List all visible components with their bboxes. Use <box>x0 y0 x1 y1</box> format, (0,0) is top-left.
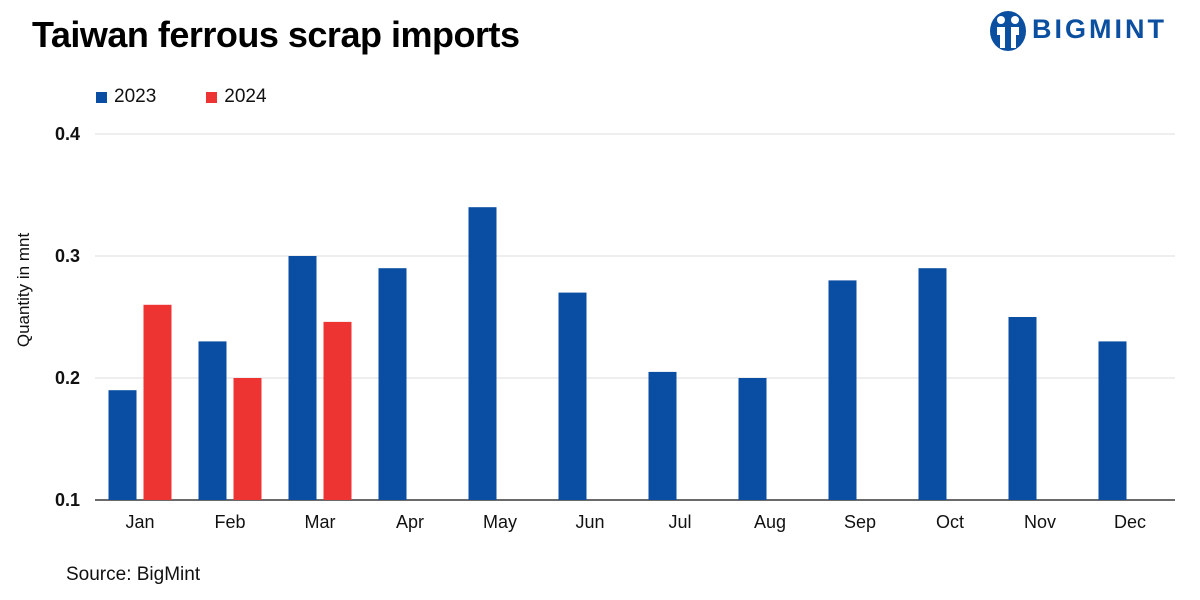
bar-2023-jun <box>558 292 587 500</box>
bar-2023-jan <box>108 390 137 500</box>
legend-swatch-2024 <box>206 91 218 103</box>
y-tick-label: 0.2 <box>55 368 80 388</box>
x-tick-label: Jul <box>668 512 691 532</box>
x-tick-label: Apr <box>396 512 424 532</box>
bar-2023-jul <box>648 371 677 500</box>
bar-2023-nov <box>1008 317 1037 500</box>
y-tick-label: 0.3 <box>55 246 80 266</box>
x-tick-label: Mar <box>305 512 336 532</box>
x-tick-label: Jun <box>575 512 604 532</box>
bigmint-logo: BIGMINT <box>988 8 1188 52</box>
bar-2023-may <box>468 207 497 500</box>
bar-2023-mar <box>288 256 317 500</box>
y-tick-label: 0.1 <box>55 490 80 510</box>
bar-2024-mar <box>323 321 352 500</box>
legend-label-2024: 2024 <box>224 86 267 107</box>
y-tick-label: 0.4 <box>55 124 80 144</box>
chart-legend: 2023 2024 <box>96 86 267 108</box>
x-tick-label: Oct <box>936 512 964 532</box>
bar-2023-apr <box>378 268 407 500</box>
bigmint-logo-text: BIGMINT <box>1032 14 1167 44</box>
bigmint-logo-icon <box>990 11 1026 51</box>
legend-label-2023: 2023 <box>114 86 157 107</box>
x-tick-label: Jan <box>125 512 154 532</box>
bar-2023-feb <box>198 341 227 500</box>
x-tick-label: Feb <box>214 512 245 532</box>
bar-2023-aug <box>738 378 767 500</box>
x-tick-label: May <box>483 512 517 532</box>
y-axis-label: Quantity in mnt <box>14 233 33 348</box>
bar-2023-oct <box>918 268 947 500</box>
legend-item-2023: 2023 <box>96 86 156 108</box>
x-tick-label: Aug <box>754 512 786 532</box>
bar-2023-dec <box>1098 341 1127 500</box>
x-tick-label: Nov <box>1024 512 1056 532</box>
legend-swatch-2023 <box>96 91 107 103</box>
bar-2024-feb <box>233 378 262 500</box>
x-tick-label: Dec <box>1114 512 1146 532</box>
source-note: Source: BigMint <box>66 564 201 585</box>
chart-title: Taiwan ferrous scrap imports <box>32 14 520 55</box>
legend-item-2024: 2024 <box>206 86 267 108</box>
bar-2023-sep <box>828 280 857 500</box>
x-tick-label: Sep <box>844 512 876 532</box>
bar-2024-jan <box>143 304 172 500</box>
